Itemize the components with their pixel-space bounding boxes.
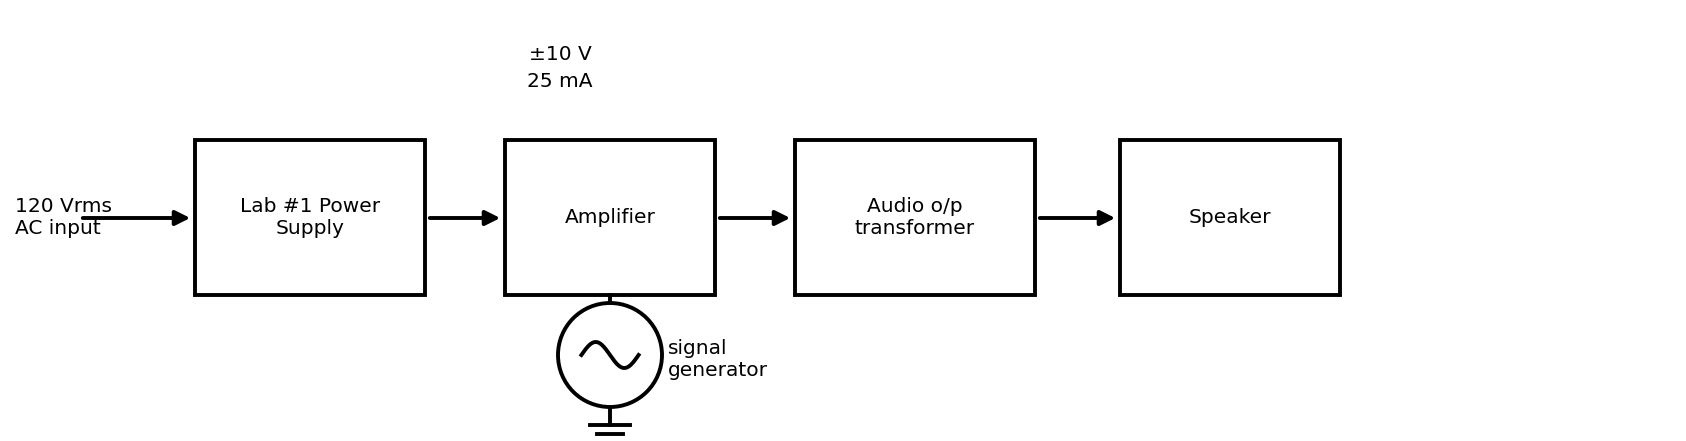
Bar bbox=[506, 140, 715, 295]
Text: signal
generator: signal generator bbox=[668, 340, 769, 381]
Bar bbox=[796, 140, 1035, 295]
Text: Speaker: Speaker bbox=[1189, 208, 1271, 227]
Text: Amplifier: Amplifier bbox=[565, 208, 656, 227]
Circle shape bbox=[558, 303, 663, 407]
Text: Lab #1 Power
Supply: Lab #1 Power Supply bbox=[239, 197, 379, 238]
Text: Audio o/p
transformer: Audio o/p transformer bbox=[855, 197, 975, 238]
Bar bbox=[1120, 140, 1340, 295]
Bar bbox=[196, 140, 425, 295]
Text: ±10 V
25 mA: ±10 V 25 mA bbox=[528, 45, 593, 91]
Text: 120 Vrms
AC input: 120 Vrms AC input bbox=[15, 198, 111, 239]
